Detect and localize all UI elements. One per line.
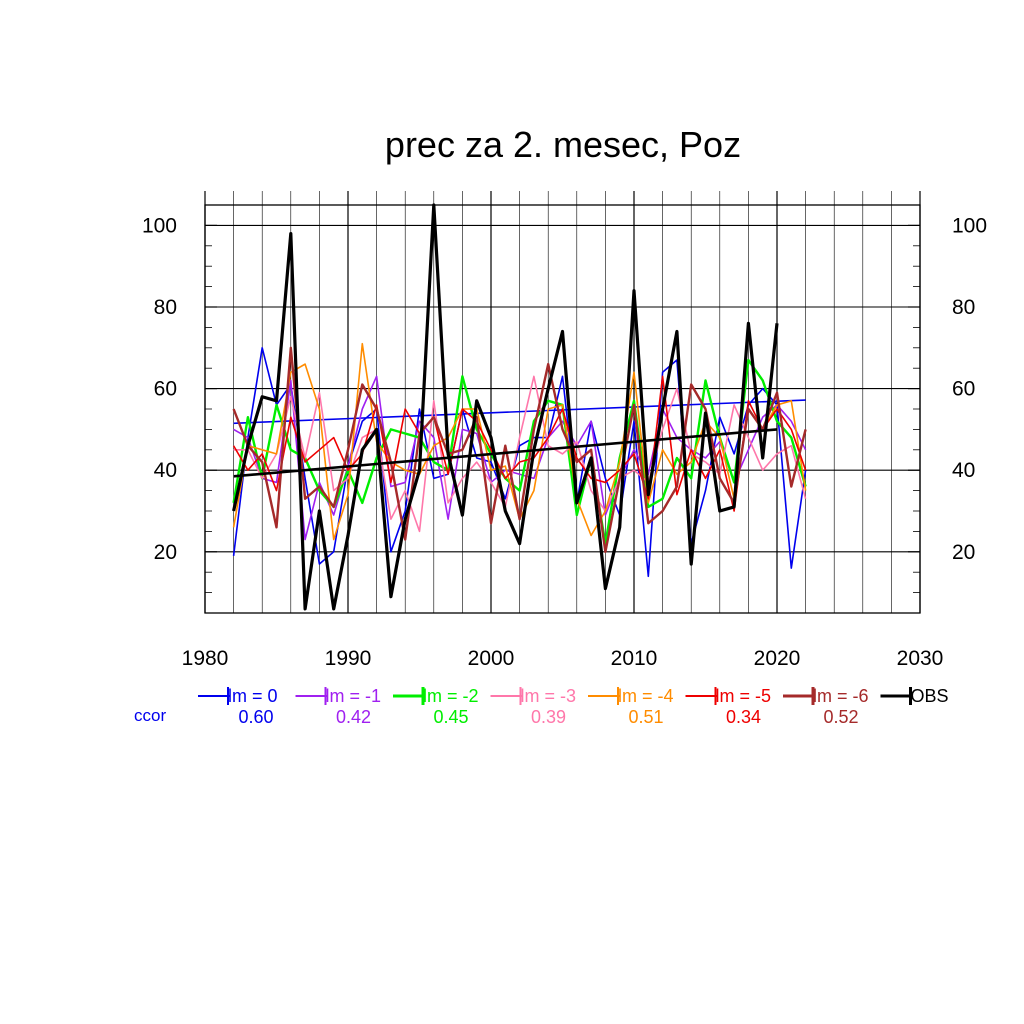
ccor-value: 0.51 <box>628 707 663 727</box>
y-tick-label: 60 <box>154 378 177 401</box>
x-tick-label: 2030 <box>897 647 944 670</box>
ccor-value: 0.60 <box>238 707 273 727</box>
x-tick-label: 1990 <box>325 647 372 670</box>
plot-frame <box>204 204 921 614</box>
y-tick-label: 20 <box>154 541 177 564</box>
series-line-3 <box>233 375 807 533</box>
y-tick-label: 100 <box>142 214 177 237</box>
y-tick-label: 100 <box>952 214 987 237</box>
ccor-value: 0.39 <box>531 707 566 727</box>
x-tick-label: 2000 <box>468 647 515 670</box>
ccor-value: 0.45 <box>433 707 468 727</box>
x-tick-label: 2010 <box>611 647 658 670</box>
series-line-6 <box>232 346 807 553</box>
y-tick-label: 80 <box>154 296 177 319</box>
series-line-7 <box>232 203 779 611</box>
legend-label: lm = -2 <box>423 686 479 706</box>
y-tick-label: 40 <box>952 459 975 482</box>
ccor-value: 0.52 <box>823 707 858 727</box>
x-tick-label: 1980 <box>182 647 229 670</box>
trend-line-7 <box>233 428 778 478</box>
legend-label: lm = -1 <box>326 686 382 706</box>
legend-label: lm = -5 <box>716 686 772 706</box>
legend-label: lm = -6 <box>813 686 869 706</box>
y-tick-label: 40 <box>154 459 177 482</box>
y-tick-label: 80 <box>952 296 975 319</box>
legend-label: lm = -4 <box>618 686 674 706</box>
ccor-label: ccor <box>134 706 166 725</box>
legend-label: lm = -3 <box>521 686 577 706</box>
y-tick-label: 20 <box>952 541 975 564</box>
series-line-5 <box>232 375 807 512</box>
ccor-value: 0.42 <box>336 707 371 727</box>
legend-label: OBS <box>911 686 949 706</box>
ccor-value: 0.34 <box>726 707 761 727</box>
y-tick-label: 60 <box>952 378 975 401</box>
legend-label: lm = 0 <box>228 686 278 706</box>
x-tick-label: 2020 <box>754 647 801 670</box>
chart-title: prec za 2. mesec, Poz <box>385 124 741 165</box>
